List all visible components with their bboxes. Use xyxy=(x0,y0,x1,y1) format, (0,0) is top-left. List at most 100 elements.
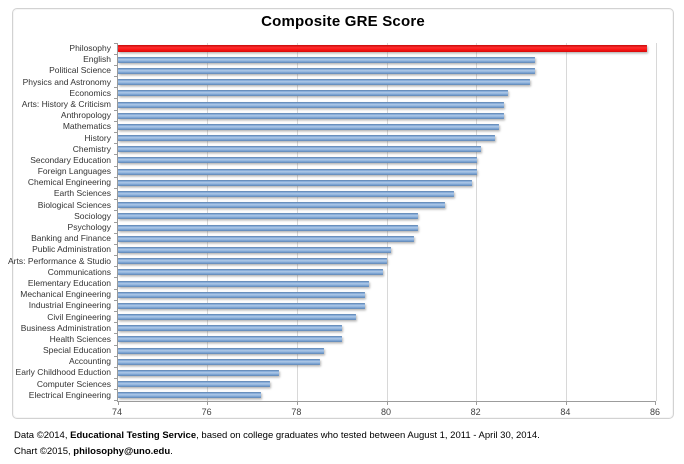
footer-text: Data ©2014, xyxy=(14,430,71,441)
bar xyxy=(118,67,535,74)
x-axis-tick xyxy=(207,401,209,405)
category-label: Electrical Engineering xyxy=(28,389,111,400)
y-axis-tick xyxy=(114,53,118,55)
bar xyxy=(118,157,477,164)
category-label: Chemistry xyxy=(72,143,111,154)
y-axis-tick xyxy=(114,299,118,301)
x-axis-tick xyxy=(654,401,656,405)
bar xyxy=(118,202,446,209)
category-label: Civil Engineering xyxy=(47,311,111,322)
category-label: Philosophy xyxy=(69,43,111,53)
x-axis-labels: 74 76 78 80 82 84 86 xyxy=(112,407,660,419)
gridline xyxy=(476,43,478,401)
gridline xyxy=(565,43,567,401)
y-axis-tick xyxy=(114,399,118,401)
bar xyxy=(118,336,343,343)
y-axis-tick xyxy=(114,322,118,324)
footer-line-2: Chart ©2015, philosophy@uno.edu. xyxy=(14,444,674,460)
x-tick-label: 74 xyxy=(111,407,122,417)
category-label: Biological Sciences xyxy=(37,199,111,210)
bar xyxy=(118,56,535,63)
y-axis-tick xyxy=(114,187,118,189)
y-axis-tick xyxy=(114,266,118,268)
y-axis-tick xyxy=(114,277,118,279)
x-tick-label: 78 xyxy=(291,407,302,417)
footer-source-bold: Educational Testing Service xyxy=(70,430,197,441)
y-axis-tick xyxy=(114,165,118,167)
category-label: Earth Sciences xyxy=(53,188,111,199)
x-axis-tick xyxy=(117,401,119,405)
category-labels: Philosophy English Political Science Physic… xyxy=(0,43,111,402)
bar xyxy=(118,246,392,253)
category-label: Mechanical Engineering xyxy=(20,289,111,300)
bar xyxy=(118,112,504,119)
y-axis-tick xyxy=(114,76,118,78)
bar xyxy=(118,280,370,287)
y-axis-tick xyxy=(114,210,118,212)
footer-note: Data ©2014, Educational Testing Service,… xyxy=(14,428,674,459)
y-axis-tick xyxy=(114,176,118,178)
category-label: Special Education xyxy=(42,345,111,356)
bar xyxy=(118,258,387,265)
x-tick-label: 86 xyxy=(649,407,660,417)
y-axis-tick xyxy=(114,109,118,111)
bar xyxy=(118,123,500,130)
y-axis-tick xyxy=(114,344,118,346)
gridline xyxy=(386,43,388,401)
bar xyxy=(118,79,531,86)
x-tick-label: 80 xyxy=(380,407,391,417)
y-axis-tick xyxy=(114,64,118,66)
category-label: Secondary Education xyxy=(30,154,111,165)
bar xyxy=(118,168,477,175)
category-label: Chemical Engineering xyxy=(27,177,111,188)
footer-line-1: Data ©2014, Educational Testing Service,… xyxy=(14,428,674,444)
bar xyxy=(118,358,320,365)
y-axis-tick xyxy=(114,132,118,133)
x-tick-label: 82 xyxy=(470,407,481,417)
gridline xyxy=(296,43,298,401)
category-label: English xyxy=(83,54,111,65)
y-axis-tick xyxy=(114,389,118,391)
bar xyxy=(118,90,509,97)
category-label: History xyxy=(84,132,111,143)
category-label: Public Administration xyxy=(32,244,111,255)
plot-area xyxy=(114,42,657,405)
bar xyxy=(118,191,455,198)
y-axis-tick xyxy=(114,333,118,335)
category-label: Sociology xyxy=(74,210,111,221)
category-label: Psychology xyxy=(67,222,111,232)
y-axis-tick xyxy=(114,98,118,100)
y-axis-tick xyxy=(114,42,118,44)
category-label: Arts: Performance & Studio xyxy=(8,255,111,266)
bar xyxy=(118,370,280,377)
bar xyxy=(118,347,325,354)
category-label: Computer Sciences xyxy=(36,378,111,389)
bar xyxy=(118,135,495,142)
bar xyxy=(118,213,419,220)
y-axis-tick xyxy=(114,199,118,201)
category-label: Business Administration xyxy=(20,322,111,333)
footer-email-bold: philosophy@uno.edu xyxy=(73,445,171,457)
gridline xyxy=(207,43,209,401)
y-axis-tick xyxy=(114,154,118,156)
y-axis-tick xyxy=(114,366,118,368)
bar xyxy=(118,302,365,309)
category-label: Political Science xyxy=(49,65,111,76)
category-label: Banking and Finance xyxy=(31,233,111,244)
footer-text: , based on college graduates who tested … xyxy=(196,430,540,441)
category-label: Accounting xyxy=(68,356,111,367)
category-label: Physics and Astronomy xyxy=(22,76,111,87)
y-axis-tick xyxy=(114,288,118,290)
chart-title: Composite GRE Score xyxy=(261,13,425,30)
category-label: Early Childhood Eduction xyxy=(15,367,111,378)
x-axis-tick xyxy=(386,401,388,405)
y-axis-tick xyxy=(114,120,118,122)
gridline xyxy=(655,43,657,401)
x-tick-label: 84 xyxy=(560,407,571,417)
x-axis-tick xyxy=(296,401,298,405)
category-label: Health Sciences xyxy=(49,333,111,344)
category-label: Elementary Education xyxy=(27,277,111,288)
y-axis-tick xyxy=(114,378,118,380)
bar-highlight xyxy=(118,45,648,53)
